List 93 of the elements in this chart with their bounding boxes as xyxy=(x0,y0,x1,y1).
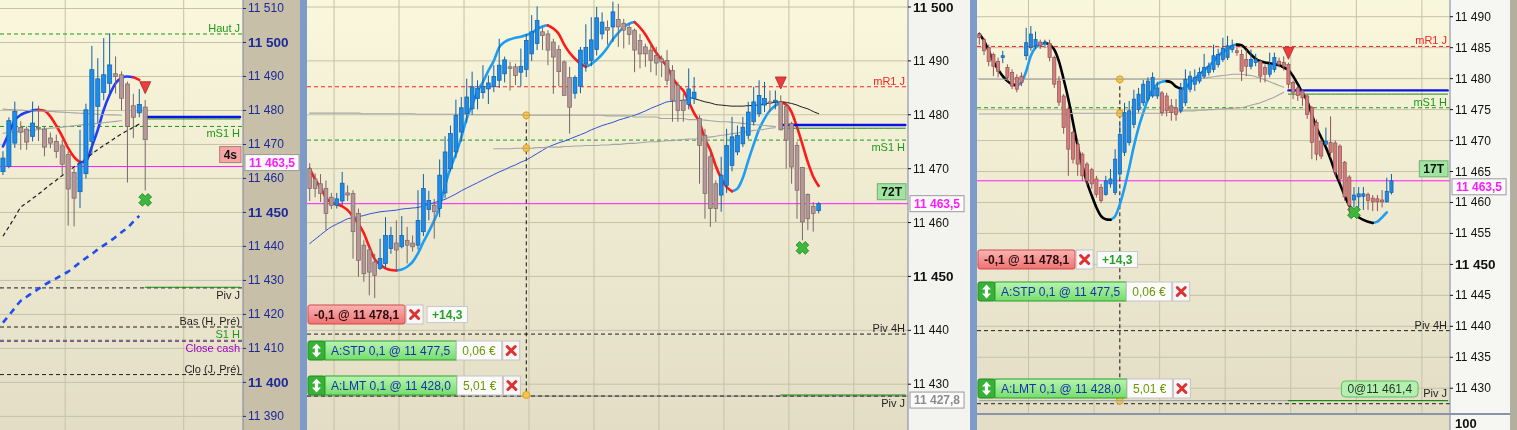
line-series xyxy=(2,123,140,237)
y-tick-label: 11 460 xyxy=(248,171,285,186)
candlestick xyxy=(394,219,399,271)
line-series xyxy=(1,214,141,324)
y-tick-label: 11 460 xyxy=(913,215,950,230)
candlestick xyxy=(1323,127,1328,145)
ref-line-label: Close cash xyxy=(185,342,240,355)
candlestick xyxy=(36,105,41,142)
candlestick xyxy=(1042,39,1047,49)
annotation: A:LMT 0,1 @ 11 428,0 xyxy=(331,378,452,393)
candlestick xyxy=(30,101,36,142)
y-tick-label: 11 455 xyxy=(1455,226,1492,241)
y-tick-label: 11 470 xyxy=(248,137,285,152)
y-tick-label: 11 435 xyxy=(1455,350,1492,365)
ref-line-label: Piv J xyxy=(881,397,905,410)
y-tick-label: 11 410 xyxy=(248,341,285,356)
y-tick-label: 11 480 xyxy=(913,107,950,122)
y-tick-label: 11 450 xyxy=(248,204,289,220)
annotation: A:STP 0,1 @ 11 477,5 xyxy=(1001,284,1121,299)
text: 100 xyxy=(1455,416,1477,430)
annotation: 0,06 € xyxy=(462,343,497,358)
y-tick-label: 11 470 xyxy=(1455,133,1492,148)
y-tick-label: 11 490 xyxy=(248,69,285,84)
annotation: 72T xyxy=(881,184,903,199)
annotation: +14,3 xyxy=(1102,252,1133,267)
ref-line-label: Piv J xyxy=(216,288,240,301)
y-tick-label: 11 470 xyxy=(913,161,950,176)
ref-line-label: 11 463,5 xyxy=(248,155,296,170)
ref-line-label: mS1 H xyxy=(206,127,241,140)
ref-line-label: Clo (J, Pré) xyxy=(184,362,240,375)
y-tick-label: 11 420 xyxy=(248,307,285,322)
annotation: -0,1 @ 11 478,1 xyxy=(314,307,400,322)
y-tick-label: 11 400 xyxy=(248,374,289,390)
annotation: 0,06 € xyxy=(1132,284,1167,299)
y-tick-label: 11 430 xyxy=(1455,381,1492,396)
candlestick xyxy=(431,198,437,240)
candlestick xyxy=(1225,35,1230,61)
annotation: 5,01 € xyxy=(1133,381,1167,396)
y-tick-label: 11 460 xyxy=(1455,195,1492,210)
ref-line-label: mS1 H xyxy=(1413,95,1448,108)
ref-line-label: mR1 J xyxy=(1415,34,1447,47)
ref-line-label: Piv 4H xyxy=(1414,318,1448,331)
y-tick-label: 11 500 xyxy=(913,0,954,15)
candlestick xyxy=(610,1,616,43)
ref-line-label: 11 463,5 xyxy=(913,196,961,211)
ref-line-label: Piv J xyxy=(1423,386,1447,399)
y-tick-label: 11 440 xyxy=(248,239,285,254)
y-tick-label: 11 475 xyxy=(1455,102,1492,117)
annotation: A:STP 0,1 @ 11 477,5 xyxy=(331,343,451,358)
ref-line-label: Haut J xyxy=(208,21,240,34)
ref-line-label: mS1 H xyxy=(871,141,906,154)
ref-line-label: 11 427,8 xyxy=(913,393,961,408)
y-tick-label: 11 485 xyxy=(1455,40,1492,55)
y-tick-label: 11 430 xyxy=(248,273,285,288)
line-series xyxy=(2,108,123,116)
annotation: 4s xyxy=(223,147,238,162)
ref-line-label: Piv 4H xyxy=(872,322,906,335)
y-tick-label: 11 510 xyxy=(248,1,285,16)
y-tick-label: 11 490 xyxy=(1455,9,1492,24)
y-tick-label: 11 440 xyxy=(1455,319,1492,334)
ref-line-label: mR1 J xyxy=(873,74,905,87)
point xyxy=(1282,46,1295,60)
y-tick-label: 11 480 xyxy=(1455,71,1492,86)
ref-line-label: Bas (H, Pré) xyxy=(179,315,240,327)
y-tick-label: 11 500 xyxy=(248,34,289,50)
y-tick-label: 11 440 xyxy=(913,323,950,338)
point xyxy=(774,76,787,90)
annotation: 0@11 461,4 xyxy=(1347,382,1413,396)
candlestick xyxy=(1211,44,1216,73)
y-tick-label: 11 480 xyxy=(248,103,285,118)
candlestick xyxy=(773,90,778,110)
point xyxy=(1347,205,1361,220)
candlestick xyxy=(767,90,773,113)
annotation: A:LMT 0,1 @ 11 428,0 xyxy=(1001,381,1122,396)
point xyxy=(795,241,810,255)
y-tick-label: 11 465 xyxy=(1455,164,1492,179)
ref-line-label: 11 463,5 xyxy=(1455,179,1503,194)
y-tick-label: 11 450 xyxy=(1455,256,1496,272)
y-tick-label: 11 430 xyxy=(913,377,950,392)
candlestick xyxy=(136,88,142,118)
y-tick-label: 11 450 xyxy=(913,268,954,284)
annotation: 17T xyxy=(1423,161,1445,176)
candlestick xyxy=(1024,27,1029,61)
annotation: -0,1 @ 11 478,1 xyxy=(984,252,1070,267)
y-tick-label: 11 445 xyxy=(1455,288,1492,303)
ref-line-label: S1 H xyxy=(215,328,241,341)
candlestick xyxy=(605,19,610,46)
candlestick xyxy=(399,215,404,249)
annotation: +14,3 xyxy=(432,307,463,322)
candlestick xyxy=(1258,58,1263,83)
y-tick-label: 11 390 xyxy=(248,409,285,424)
annotation: 5,01 € xyxy=(463,378,497,393)
y-tick-label: 11 490 xyxy=(913,53,950,68)
